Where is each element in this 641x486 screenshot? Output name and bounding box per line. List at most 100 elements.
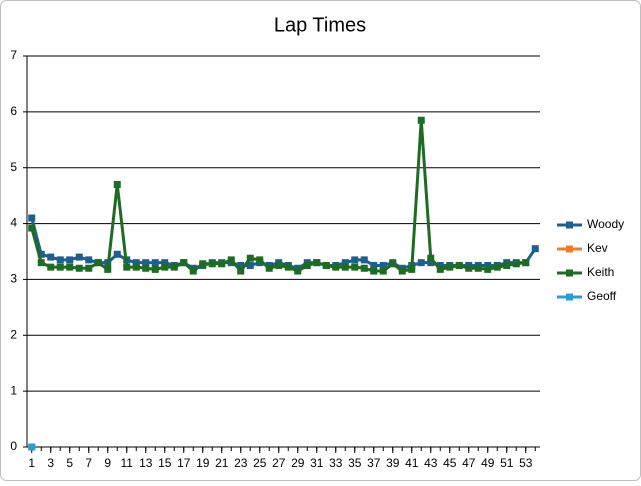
point <box>303 261 311 269</box>
x-tick-label: 23 <box>234 456 248 470</box>
point <box>132 263 140 271</box>
x-tick-label: 41 <box>405 456 419 470</box>
point <box>218 260 226 268</box>
point <box>246 254 254 262</box>
point <box>237 267 245 275</box>
point <box>522 259 530 267</box>
point <box>256 256 264 264</box>
point <box>427 259 435 267</box>
x-tick-label: 35 <box>348 456 362 470</box>
point <box>151 265 159 273</box>
point <box>265 264 273 272</box>
legend-label: Kev <box>587 241 608 255</box>
point <box>436 261 444 269</box>
point <box>75 264 83 272</box>
point <box>94 259 102 267</box>
x-tick-label: 43 <box>424 456 438 470</box>
point <box>294 267 302 275</box>
legend-marker <box>566 269 573 277</box>
point <box>417 259 425 267</box>
x-tick-label: 31 <box>310 456 324 470</box>
y-tick-label: 1 <box>10 383 17 397</box>
point <box>28 214 36 222</box>
legend-label: Geoff <box>587 289 617 303</box>
point <box>351 263 359 271</box>
x-tick-label: 7 <box>85 456 92 470</box>
point <box>28 224 36 232</box>
legend-marker <box>566 293 573 301</box>
x-tick-label: 5 <box>66 456 73 470</box>
point <box>47 263 55 271</box>
point <box>75 253 83 261</box>
x-tick-label: 9 <box>104 456 111 470</box>
x-tick-label: 15 <box>158 456 172 470</box>
y-tick-label: 3 <box>10 272 17 286</box>
point <box>142 259 150 267</box>
point <box>66 256 74 264</box>
point <box>37 250 45 258</box>
point <box>398 267 406 275</box>
point <box>170 263 178 271</box>
point <box>56 256 64 264</box>
point <box>132 259 140 267</box>
legend-label: Woody <box>587 217 624 231</box>
point <box>360 264 368 272</box>
point <box>56 263 64 271</box>
point <box>123 263 131 271</box>
x-tick-label: 13 <box>139 456 153 470</box>
point <box>161 263 169 271</box>
point <box>180 259 188 267</box>
point <box>446 263 454 271</box>
point <box>47 253 55 261</box>
point <box>322 261 330 269</box>
legend-marker <box>566 245 573 253</box>
point <box>427 254 435 262</box>
y-tick-label: 6 <box>10 104 17 118</box>
point <box>417 116 425 124</box>
point <box>370 261 378 269</box>
x-tick-label: 17 <box>177 456 191 470</box>
point <box>66 263 74 271</box>
point <box>493 263 501 271</box>
point <box>379 261 387 269</box>
point <box>246 261 254 269</box>
x-tick-label: 29 <box>291 456 305 470</box>
legend-label: Keith <box>587 265 614 279</box>
point <box>379 267 387 275</box>
x-tick-label: 51 <box>500 456 514 470</box>
point <box>531 245 539 253</box>
y-tick-label: 4 <box>10 216 17 230</box>
x-tick-label: 33 <box>329 456 343 470</box>
point <box>512 260 520 268</box>
point <box>208 260 216 268</box>
y-tick-label: 7 <box>10 48 17 62</box>
point <box>341 263 349 271</box>
point <box>408 265 416 273</box>
point <box>161 259 169 267</box>
y-tick-label: 5 <box>10 160 17 174</box>
point <box>332 263 340 271</box>
x-tick-label: 25 <box>253 456 267 470</box>
x-tick-label: 27 <box>272 456 286 470</box>
point <box>360 256 368 264</box>
point <box>484 261 492 269</box>
point <box>484 265 492 273</box>
point <box>237 261 245 269</box>
chart-title: Lap Times <box>274 14 366 36</box>
y-tick-label: 0 <box>10 439 17 453</box>
point <box>351 256 359 264</box>
point <box>503 261 511 269</box>
x-tick-label: 1 <box>28 456 35 470</box>
x-tick-label: 49 <box>481 456 495 470</box>
point <box>227 256 235 264</box>
point <box>142 264 150 272</box>
point <box>85 256 93 264</box>
point <box>113 180 121 188</box>
point <box>113 250 121 258</box>
point <box>189 267 197 275</box>
point <box>341 259 349 267</box>
point <box>370 267 378 275</box>
x-tick-label: 19 <box>196 456 210 470</box>
